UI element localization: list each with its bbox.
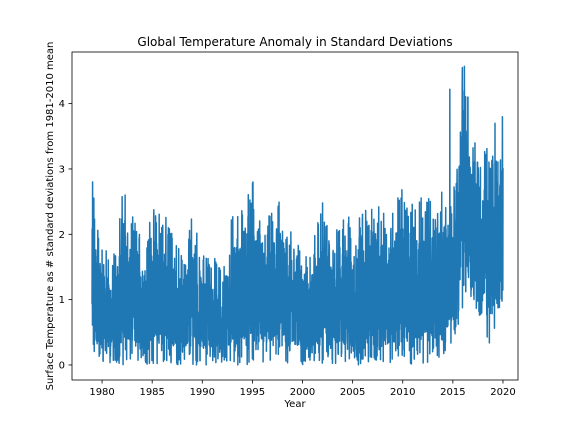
plot-area	[71, 51, 519, 381]
y-axis-label: Surface Temperature as # standard deviat…	[45, 42, 56, 391]
y-tick-label: 4	[59, 99, 65, 110]
x-tick-label: 1980	[89, 387, 114, 398]
series-line	[91, 65, 504, 366]
y-axis-ticks: 0 1 2 3 4	[59, 99, 72, 371]
x-tick-label: 2005	[340, 387, 365, 398]
x-tick-label: 1985	[139, 387, 164, 398]
x-tick-label: 2015	[440, 387, 465, 398]
y-tick-label: 1	[59, 295, 65, 306]
x-tick-label: 1990	[190, 387, 215, 398]
y-tick-label: 3	[59, 164, 65, 175]
y-tick-label: 0	[59, 360, 65, 371]
x-axis-ticks: 1980 1985 1990 1995 2000 2005 2010 2015 2020	[89, 380, 516, 398]
x-tick-label: 1995	[240, 387, 265, 398]
x-tick-label: 2010	[390, 387, 415, 398]
axes-frame	[71, 51, 519, 381]
x-tick-label: 2000	[290, 387, 315, 398]
series-layer	[91, 65, 504, 366]
chart-title: Global Temperature Anomaly in Standard D…	[137, 35, 452, 49]
x-tick-label: 2020	[490, 387, 515, 398]
x-axis-label: Year	[283, 399, 306, 410]
y-tick-label: 2	[59, 230, 65, 241]
